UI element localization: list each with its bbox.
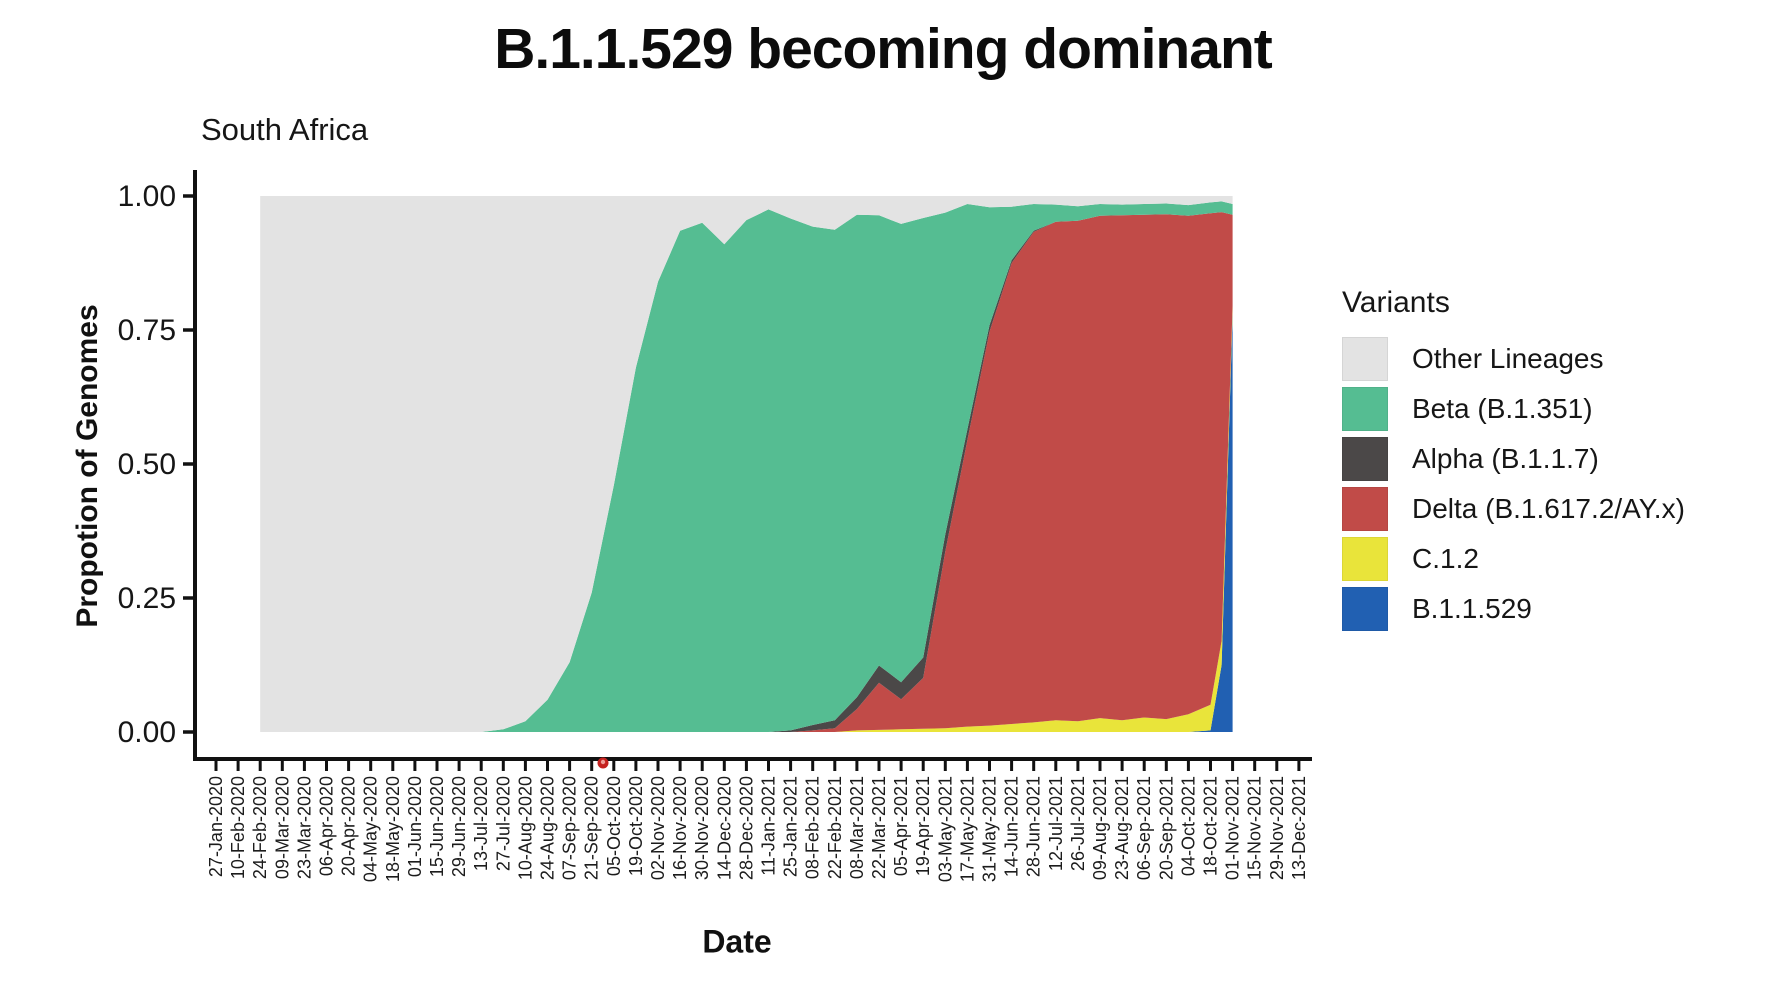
- legend-item-delta: Delta (B.1.617.2/AY.x): [1342, 484, 1685, 534]
- laser-pointer-dot: [597, 757, 609, 769]
- x-tick-label: 29-Nov-2021: [1267, 776, 1287, 880]
- x-tick-label: 26-Jul-2021: [1068, 776, 1088, 871]
- legend-title: Variants: [1342, 286, 1450, 319]
- x-tick-label: 18-May-2020: [383, 776, 403, 882]
- x-tick-label: 12-Jul-2021: [1046, 776, 1066, 871]
- x-axis-title: Date: [702, 923, 772, 960]
- x-tick-label: 05-Oct-2020: [604, 776, 624, 876]
- legend-item-other: Other Lineages: [1342, 334, 1685, 384]
- legend-item-beta: Beta (B.1.351): [1342, 384, 1685, 434]
- x-tick-label: 06-Apr-2020: [316, 776, 336, 876]
- slide-title: B.1.1.529 becoming dominant: [494, 17, 1273, 81]
- x-tick-label: 13-Dec-2021: [1289, 776, 1309, 880]
- legend-label: B.1.1.529: [1412, 593, 1532, 624]
- x-tick-label: 14-Dec-2020: [714, 776, 734, 880]
- y-tick-label: 0.25: [118, 582, 176, 615]
- x-tick-label: 07-Sep-2020: [560, 776, 580, 880]
- x-tick-label: 28-Jun-2021: [1024, 776, 1044, 877]
- x-tick-label: 10-Aug-2020: [515, 776, 535, 880]
- area-other: [260, 196, 1233, 732]
- x-tick-label: 01-Jun-2020: [405, 776, 425, 877]
- x-tick-label: 15-Nov-2021: [1245, 776, 1265, 880]
- plot-subtitle: South Africa: [201, 112, 369, 147]
- x-tick-label: 11-Jan-2021: [758, 776, 778, 876]
- x-tick-label: 23-Aug-2021: [1112, 776, 1132, 880]
- legend-item-alpha: Alpha (B.1.1.7): [1342, 434, 1685, 484]
- legend-label: Beta (B.1.351): [1412, 393, 1593, 424]
- x-tick-label: 22-Feb-2021: [825, 776, 845, 879]
- y-tick-label: 0.75: [118, 314, 176, 347]
- x-tick-label: 08-Feb-2021: [803, 776, 823, 879]
- x-tick-label: 24-Feb-2020: [250, 776, 270, 879]
- x-tick-label: 16-Nov-2020: [670, 776, 690, 880]
- area-beta: [260, 201, 1233, 732]
- x-tick-label: 19-Apr-2021: [913, 776, 933, 876]
- y-tick-label: 1.00: [118, 180, 176, 213]
- x-tick-label: 04-Oct-2021: [1178, 776, 1198, 876]
- legend-swatch-b11529: [1342, 587, 1388, 631]
- x-tick-label: 22-Mar-2021: [869, 776, 889, 879]
- x-tick-label: 04-May-2020: [361, 776, 381, 882]
- area-delta: [260, 212, 1233, 733]
- y-tick-label: 0.00: [118, 716, 176, 749]
- legend-swatch-beta: [1342, 387, 1388, 431]
- x-tick-label: 10-Feb-2020: [228, 776, 248, 879]
- x-tick-label: 25-Jan-2021: [781, 776, 801, 877]
- x-axis-ticks: 27-Jan-2020 10-Feb-2020 24-Feb-2020 09-Mar-…: [206, 759, 1309, 882]
- x-tick-label: 23-Mar-2020: [294, 776, 314, 879]
- x-tick-label: 29-Jun-2020: [449, 776, 469, 877]
- x-tick-label: 17-May-2021: [957, 776, 977, 882]
- x-tick-label: 15-Jun-2020: [427, 776, 447, 877]
- y-tick-label: 0.50: [118, 448, 176, 481]
- area-bands: [260, 196, 1233, 733]
- x-tick-label: 09-Mar-2020: [272, 776, 292, 879]
- x-tick-label: 09-Aug-2021: [1090, 776, 1110, 880]
- legend-label: C.1.2: [1412, 543, 1479, 574]
- legend-item-b11529: B.1.1.529: [1342, 584, 1685, 634]
- legend-swatch-alpha: [1342, 437, 1388, 481]
- x-tick-label: 06-Sep-2021: [1134, 776, 1154, 880]
- x-tick-label: 24-Aug-2020: [537, 776, 557, 880]
- x-tick-label: 31-May-2021: [979, 776, 999, 882]
- x-tick-label: 02-Nov-2020: [648, 776, 668, 880]
- x-tick-label: 14-Jun-2021: [1002, 776, 1022, 877]
- x-tick-label: 03-May-2021: [935, 776, 955, 882]
- y-axis-ticks: 1.00 0.75 0.50 0.25 0.00: [118, 180, 195, 749]
- legend: Variants Other Lineages Beta (B.1.351) A…: [1342, 286, 1685, 634]
- x-tick-label: 13-Jul-2020: [471, 776, 491, 871]
- x-tick-label: 20-Sep-2021: [1156, 776, 1176, 880]
- legend-item-c12: C.1.2: [1342, 534, 1685, 584]
- x-tick-label: 27-Jul-2020: [493, 776, 513, 871]
- x-tick-label: 18-Oct-2021: [1200, 776, 1220, 876]
- x-tick-label: 05-Apr-2021: [891, 776, 911, 876]
- x-tick-label: 28-Dec-2020: [736, 776, 756, 880]
- x-tick-label: 19-Oct-2020: [626, 776, 646, 876]
- x-tick-label: 21-Sep-2020: [582, 776, 602, 880]
- legend-label: Alpha (B.1.1.7): [1412, 443, 1599, 474]
- legend-swatch-other: [1342, 337, 1388, 381]
- legend-label: Delta (B.1.617.2/AY.x): [1412, 493, 1685, 524]
- legend-label: Other Lineages: [1412, 343, 1604, 374]
- x-tick-label: 20-Apr-2020: [339, 776, 359, 876]
- x-tick-label: 01-Nov-2021: [1223, 776, 1243, 880]
- legend-swatch-c12: [1342, 537, 1388, 581]
- x-tick-label: 08-Mar-2021: [847, 776, 867, 879]
- x-tick-label: 27-Jan-2020: [206, 776, 226, 877]
- x-tick-label: 30-Nov-2020: [692, 776, 712, 880]
- legend-swatch-delta: [1342, 487, 1388, 531]
